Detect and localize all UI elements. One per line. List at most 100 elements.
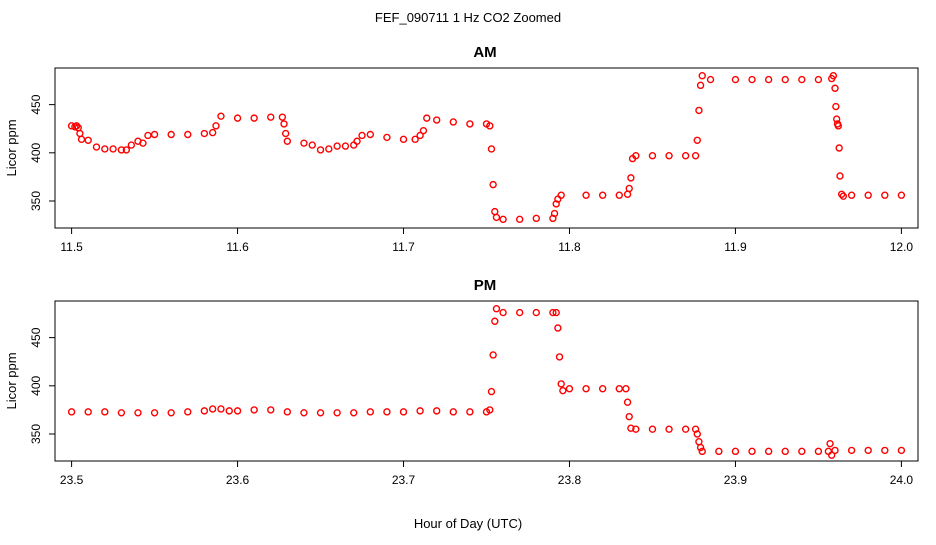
- am-x-tick-label: 11.9: [724, 240, 747, 254]
- am-data-point: [139, 139, 147, 147]
- am-data-point: [278, 113, 287, 121]
- pm-x-tick-label: 23.9: [724, 473, 748, 487]
- am-data-point: [582, 191, 590, 199]
- pm-data-point: [798, 447, 806, 456]
- am-data-point: [383, 133, 391, 142]
- am-data-point: [839, 192, 848, 200]
- am-data-point: [693, 136, 701, 144]
- am-y-tick-label: 400: [29, 142, 43, 162]
- am-plot-box: [54, 67, 919, 229]
- pm-data-point: [665, 425, 673, 433]
- am-data-point: [615, 191, 623, 199]
- pm-x-tick-label: 23.8: [558, 473, 582, 487]
- pm-data-point: [150, 409, 159, 417]
- pm-data-point: [695, 438, 703, 446]
- am-data-point: [814, 75, 823, 84]
- am-data-point: [731, 75, 740, 84]
- pm-data-point: [598, 385, 607, 393]
- am-data-point: [466, 120, 474, 128]
- panel-pm: PM Licor ppm 23.5 23.6 23.7 23.8 23.9 24.0 350…: [4, 277, 919, 487]
- am-data-point: [698, 72, 706, 80]
- am-data-point: [353, 137, 361, 145]
- am-data-point: [350, 141, 358, 149]
- am-data-point: [491, 207, 499, 216]
- pm-data-point: [466, 408, 474, 416]
- pm-data-point: [366, 408, 375, 416]
- am-data-point: [127, 141, 136, 149]
- pm-data-point: [486, 406, 494, 414]
- pm-data-point: [217, 405, 225, 413]
- am-data-point: [832, 102, 840, 111]
- am-data-point: [598, 191, 607, 199]
- am-data-point: [433, 116, 441, 124]
- pm-data-point: [250, 406, 258, 414]
- am-data-point: [665, 152, 673, 160]
- pm-data-point: [632, 425, 640, 433]
- pm-x-tick-label: 23.6: [226, 473, 250, 487]
- am-x-tick-label: 11.7: [392, 240, 415, 254]
- pm-data-point: [549, 308, 557, 317]
- am-data-point: [492, 213, 501, 222]
- pm-data-point: [200, 407, 209, 415]
- am-data-point: [832, 115, 841, 123]
- am-data-point: [92, 143, 101, 151]
- am-data-point: [167, 130, 175, 139]
- pm-data-point: [698, 447, 706, 456]
- pm-data-point: [167, 409, 175, 417]
- am-data-point: [837, 190, 846, 198]
- pm-data-point: [208, 405, 217, 413]
- am-data-point: [550, 209, 559, 218]
- pm-data-point: [715, 447, 723, 456]
- pm-title: PM: [474, 277, 497, 294]
- am-points: [67, 72, 906, 224]
- am-data-point: [200, 129, 209, 138]
- pm-data-point: [625, 412, 633, 421]
- pm-data-point: [491, 317, 499, 325]
- am-data-point: [117, 146, 126, 154]
- am-data-point: [499, 215, 507, 224]
- am-data-point: [283, 137, 292, 145]
- pm-data-point: [117, 409, 126, 417]
- pm-data-point: [350, 409, 358, 417]
- pm-data-point: [333, 409, 341, 417]
- pm-data-point: [67, 408, 76, 416]
- pm-data-point: [748, 447, 756, 456]
- am-data-point: [623, 190, 632, 198]
- am-data-point: [632, 152, 640, 160]
- pm-data-point: [84, 408, 92, 416]
- pm-data-point: [499, 308, 507, 317]
- am-data-point: [487, 145, 496, 153]
- pm-data-point: [492, 305, 501, 313]
- am-data-point: [184, 130, 192, 139]
- pm-data-point: [449, 408, 458, 416]
- am-data-point: [881, 191, 889, 199]
- am-y-tick-label: 450: [29, 94, 43, 114]
- pm-data-point: [559, 386, 567, 395]
- pm-data-point: [622, 385, 630, 393]
- am-data-point: [280, 120, 288, 128]
- am-data-point: [217, 112, 225, 120]
- am-x-tick-label: 12.0: [890, 240, 914, 254]
- am-data-point: [419, 126, 428, 135]
- am-data-point: [798, 75, 806, 84]
- pm-data-point: [897, 446, 906, 455]
- am-data-point: [109, 145, 117, 153]
- am-data-point: [267, 113, 275, 121]
- pm-data-point: [814, 447, 823, 456]
- am-title: AM: [473, 44, 496, 61]
- pm-data-point: [283, 408, 292, 416]
- pm-data-point: [532, 308, 540, 317]
- am-y-tick-label: 350: [29, 191, 43, 211]
- am-data-point: [308, 141, 316, 149]
- am-data-point: [212, 122, 220, 130]
- pm-data-point: [554, 324, 562, 332]
- shared-xlabel: Hour of Day (UTC): [414, 516, 522, 531]
- pm-data-point: [233, 407, 242, 415]
- am-data-point: [864, 191, 872, 199]
- pm-data-point: [693, 430, 701, 438]
- am-data-point: [76, 129, 84, 138]
- pm-data-point: [681, 425, 690, 433]
- am-data-point: [557, 191, 565, 199]
- pm-data-point: [557, 380, 565, 388]
